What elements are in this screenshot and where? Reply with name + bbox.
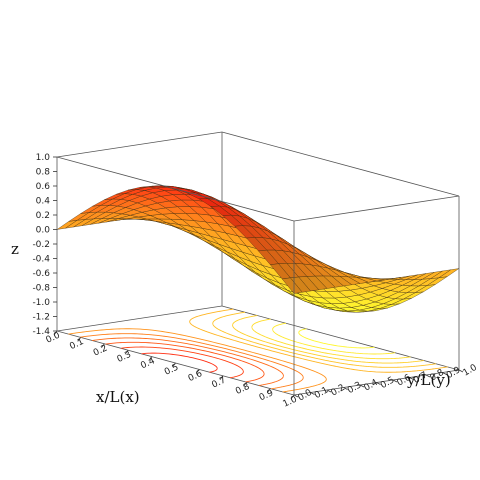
contour-line xyxy=(79,333,304,390)
contour-line xyxy=(92,337,284,386)
x-tick-mark xyxy=(172,362,176,368)
x-tick-label: 0.6 xyxy=(187,369,204,384)
z-tick-label: 1.0 xyxy=(36,153,51,163)
z-tick-label: 0.2 xyxy=(36,211,50,221)
x-tick-label: 0.7 xyxy=(210,375,227,390)
y-tick-label: 0.0 xyxy=(297,388,315,404)
x-tick-label: 0.3 xyxy=(116,350,133,365)
contour-line xyxy=(105,341,265,383)
x-tick-label: 0.8 xyxy=(234,382,251,397)
y-tick-label: 0.4 xyxy=(363,378,381,394)
x-tick-mark xyxy=(266,388,271,393)
x-tick-mark xyxy=(243,381,247,387)
z-tick-label: 0.0 xyxy=(36,226,51,236)
contour-line xyxy=(68,328,327,393)
bounding-box-front xyxy=(56,156,460,395)
contour-line xyxy=(272,322,396,355)
z-tick-label: -0.2 xyxy=(32,240,50,250)
y-tick-mark xyxy=(442,372,447,375)
z-axis-title: z xyxy=(11,240,19,258)
y-tick-mark xyxy=(376,382,381,385)
contour-line xyxy=(251,318,411,360)
x-tick-label: 0.4 xyxy=(139,356,156,371)
x-tick-mark xyxy=(77,337,82,342)
x-tick-label: 0.1 xyxy=(68,337,85,352)
contour-line xyxy=(298,328,375,349)
x-tick-mark xyxy=(101,343,105,349)
y-tick-label: 1.0 xyxy=(462,363,480,379)
z-tick-label: -1.2 xyxy=(32,313,50,323)
box-edge xyxy=(293,195,460,222)
z-tick-label: 0.6 xyxy=(36,182,51,192)
x-tick-label: 0.5 xyxy=(163,363,180,378)
z-tick-label: -1.0 xyxy=(32,298,50,308)
box-edge xyxy=(56,156,295,222)
x-tick-label: 1.0 xyxy=(282,395,299,410)
box-edge xyxy=(221,305,460,371)
x-tick-mark xyxy=(53,330,58,336)
y-tick-label: 0.1 xyxy=(313,385,330,401)
surface-cell xyxy=(281,277,303,294)
box-edge xyxy=(56,305,223,332)
y-tick-mark xyxy=(343,387,348,390)
z-tick-label: 0.8 xyxy=(36,168,51,178)
x-tick-mark xyxy=(290,394,295,400)
box-edge xyxy=(221,131,460,197)
x-tick-label: 0.2 xyxy=(92,343,109,358)
contour-line xyxy=(141,352,218,373)
y-tick-mark xyxy=(392,379,398,383)
y-tick-mark xyxy=(458,369,464,373)
y-tick-mark xyxy=(425,374,431,378)
y-tick-mark xyxy=(326,389,332,393)
z-tick-label: 0.4 xyxy=(36,197,51,207)
y-tick-mark xyxy=(310,392,315,395)
y-tick-mark xyxy=(359,384,365,388)
z-tick-label: -0.8 xyxy=(32,284,50,294)
x-tick-mark xyxy=(148,356,153,361)
x-axis-title: x/L(x) xyxy=(96,388,140,406)
contour-line xyxy=(212,311,437,368)
y-tick-mark xyxy=(409,377,414,380)
x-tick-label: 0.9 xyxy=(258,388,275,403)
x-tick-mark xyxy=(219,375,224,381)
contour-line xyxy=(189,308,448,373)
box-edge xyxy=(56,131,223,158)
y-tick-label: 0.2 xyxy=(330,383,347,399)
x-tick-mark xyxy=(195,369,200,374)
y-axis-title: y/L(y) xyxy=(406,371,451,389)
surface-mesh xyxy=(56,185,460,313)
x-tick-mark xyxy=(124,349,129,355)
z-tick-label: -1.4 xyxy=(32,327,50,337)
y-tick-mark xyxy=(293,394,299,398)
z-tick-label: -0.6 xyxy=(32,269,50,279)
z-tick-label: -0.4 xyxy=(32,255,50,265)
contour-line xyxy=(232,315,424,364)
y-tick-label: 0.5 xyxy=(379,375,396,391)
y-tick-label: 0.3 xyxy=(346,380,363,396)
contour-line xyxy=(120,346,244,379)
